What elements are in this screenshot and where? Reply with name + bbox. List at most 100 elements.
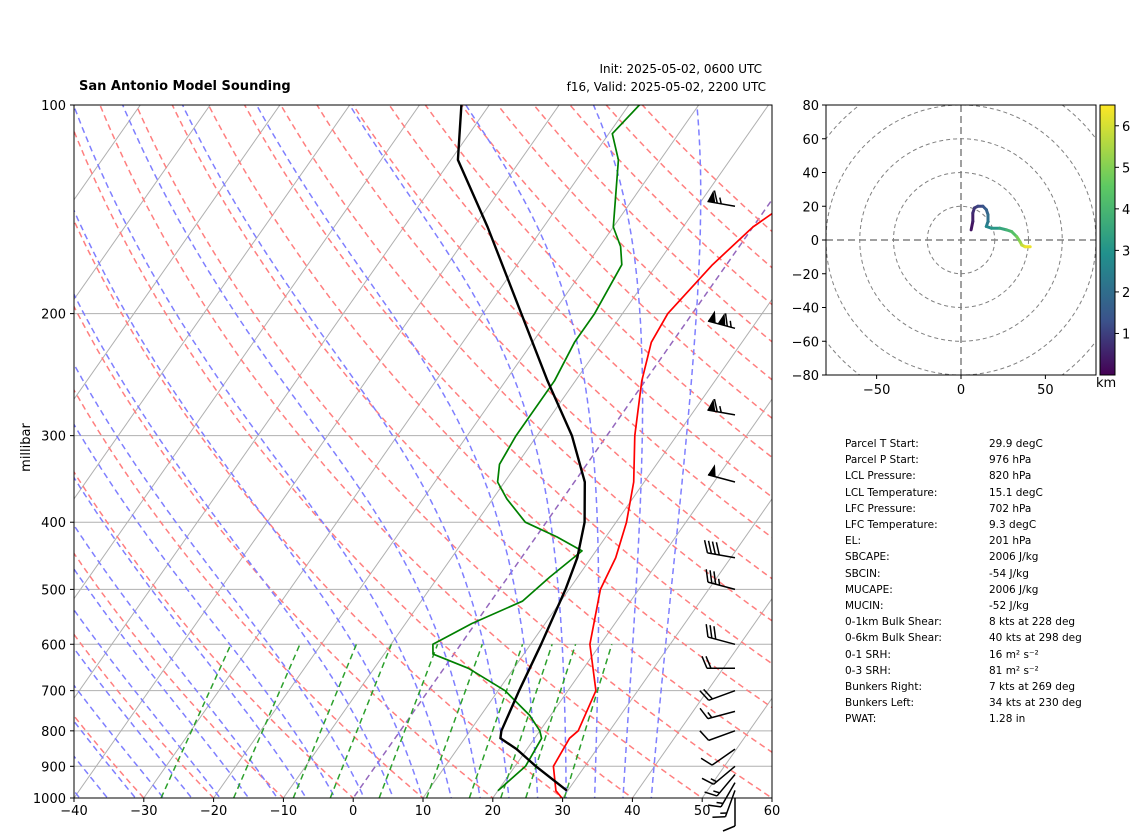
- wind-barb: [704, 774, 736, 797]
- moist-adiabat: [464, 105, 600, 798]
- parameter-value: 702 hPa: [989, 502, 1032, 515]
- isotherm-line: [74, 105, 421, 600]
- parameter-label: Parcel P Start:: [845, 454, 919, 467]
- parameter-row: EL: 201 hPa: [845, 533, 1082, 549]
- mixing-ratio-line: [329, 643, 393, 798]
- parameter-row: SBCAPE: 2006 J/kg: [845, 549, 1082, 565]
- x-tick-label: 0: [349, 804, 357, 819]
- barb-staff: [724, 790, 736, 817]
- parameter-label: SBCIN:: [845, 567, 881, 580]
- wind-barb: [705, 569, 736, 591]
- skewt-axes: −40 −30 −20 −10 0 10 20 30 40 50 60 100 200 300 400 500…: [33, 99, 780, 819]
- dry-adiabat: [74, 552, 285, 798]
- barb-full: [713, 626, 717, 640]
- parameter-row: Bunkers Left: 34 kts at 230 deg: [845, 695, 1082, 711]
- parameter-row: SBCIN: -54 J/kg: [845, 566, 1082, 582]
- moist-adiabat: [74, 608, 222, 798]
- barb-staff: [713, 765, 736, 785]
- hodo-y-tick-label: 0: [811, 234, 819, 249]
- colorbar-tick-label: 2: [1122, 286, 1130, 301]
- parameter-value: -54 J/kg: [989, 567, 1029, 580]
- hodo-y-tick-label: −40: [792, 302, 819, 317]
- barb-full: [711, 541, 717, 555]
- parameter-label: EL:: [845, 535, 862, 548]
- mixing-ratio-line: [160, 643, 232, 798]
- dry-adiabat: [74, 304, 495, 798]
- y-tick-label: 800: [41, 725, 66, 740]
- x-tick-label: 40: [624, 804, 641, 819]
- mixing-ratio-line: [378, 643, 439, 798]
- x-tick-label: 50: [694, 804, 711, 819]
- hodo-x-tick-label: 0: [957, 383, 965, 398]
- barb-full: [705, 656, 712, 669]
- mixing-ratio-line: [292, 643, 358, 798]
- barb-flag: [707, 464, 716, 477]
- barb-flag: [707, 398, 716, 412]
- barb-staff: [707, 581, 736, 591]
- moist-adiabat: [74, 789, 81, 798]
- parameter-row: Bunkers Right: 7 kts at 269 deg: [845, 679, 1082, 695]
- wind-barb: [707, 464, 736, 483]
- barb-full: [699, 707, 709, 720]
- hodograph-rings: [826, 105, 1096, 375]
- barb-staff: [707, 636, 736, 646]
- barb-half: [716, 801, 724, 805]
- moist-adiabat: [121, 105, 481, 798]
- dry-adiabat: [352, 105, 772, 539]
- parameter-value: 34 kts at 230 deg: [989, 697, 1082, 710]
- barb-full: [712, 815, 726, 819]
- x-tick-label: −20: [200, 804, 227, 819]
- hodo-y-tick-label: 80: [802, 99, 819, 114]
- colorbar-tick-label: 4: [1122, 203, 1130, 218]
- moist-adiabat: [74, 567, 250, 798]
- parameter-value: 9.3 degC: [989, 519, 1037, 532]
- parameter-label: LFC Pressure:: [845, 502, 916, 515]
- wind-barb: [705, 624, 736, 646]
- barb-staff: [711, 748, 736, 766]
- barb-half: [729, 320, 732, 328]
- hodograph-axes: −50 0 50 80 60 40 20 0 −20 −40 −60 −80: [792, 99, 1054, 398]
- isotherm-line: [282, 105, 770, 798]
- skewt-background-lines: [0, 90, 772, 813]
- parameter-label: 0-3 SRH:: [845, 664, 891, 677]
- parameter-row: MUCAPE: 2006 J/kg: [845, 582, 1082, 598]
- wind-barb: [712, 790, 736, 819]
- valid-time: f16, Valid: 2025-05-02, 2200 UTC: [566, 80, 766, 94]
- dry-adiabat: [99, 105, 704, 798]
- barb-full: [708, 804, 722, 808]
- hodo-y-tick-label: −20: [792, 268, 819, 283]
- wind-barbs: [699, 190, 736, 832]
- parameter-label: SBCAPE:: [845, 551, 890, 564]
- colorbar-tick-label: 3: [1122, 244, 1130, 259]
- hodo-y-tick-label: 20: [802, 200, 819, 215]
- y-tick-label: 500: [41, 583, 66, 598]
- moist-adiabat: [74, 476, 308, 798]
- barb-full: [699, 690, 710, 701]
- isotherm-line: [492, 398, 772, 798]
- barb-full: [699, 730, 710, 741]
- moist-adiabat: [74, 755, 109, 798]
- hodo-y-tick-label: −60: [792, 335, 819, 350]
- hodo-y-tick-label: −80: [792, 369, 819, 384]
- wind-barb: [708, 782, 736, 808]
- isotherm-line: [212, 105, 700, 798]
- moist-adiabat: [74, 362, 365, 798]
- moist-adiabat: [255, 105, 539, 798]
- parameter-row: Parcel P Start: 976 hPa: [845, 452, 1082, 468]
- y-tick-label: 100: [41, 99, 66, 114]
- parameter-row: 0-1km Bulk Shear: 8 kts at 228 deg: [845, 614, 1082, 630]
- barb-full: [713, 398, 719, 412]
- moist-adiabat: [74, 720, 137, 798]
- barb-staff: [707, 710, 736, 720]
- parameter-label: LFC Temperature:: [845, 519, 938, 532]
- wind-barb: [701, 656, 735, 670]
- isotherm-line: [0, 90, 81, 813]
- wind-barb: [722, 798, 736, 832]
- barb-full: [705, 569, 709, 583]
- moist-adiabat: [74, 208, 424, 798]
- moist-adiabat: [74, 684, 165, 798]
- barb-full: [705, 624, 709, 638]
- isotherm-line: [74, 105, 281, 401]
- barb-half: [713, 790, 720, 794]
